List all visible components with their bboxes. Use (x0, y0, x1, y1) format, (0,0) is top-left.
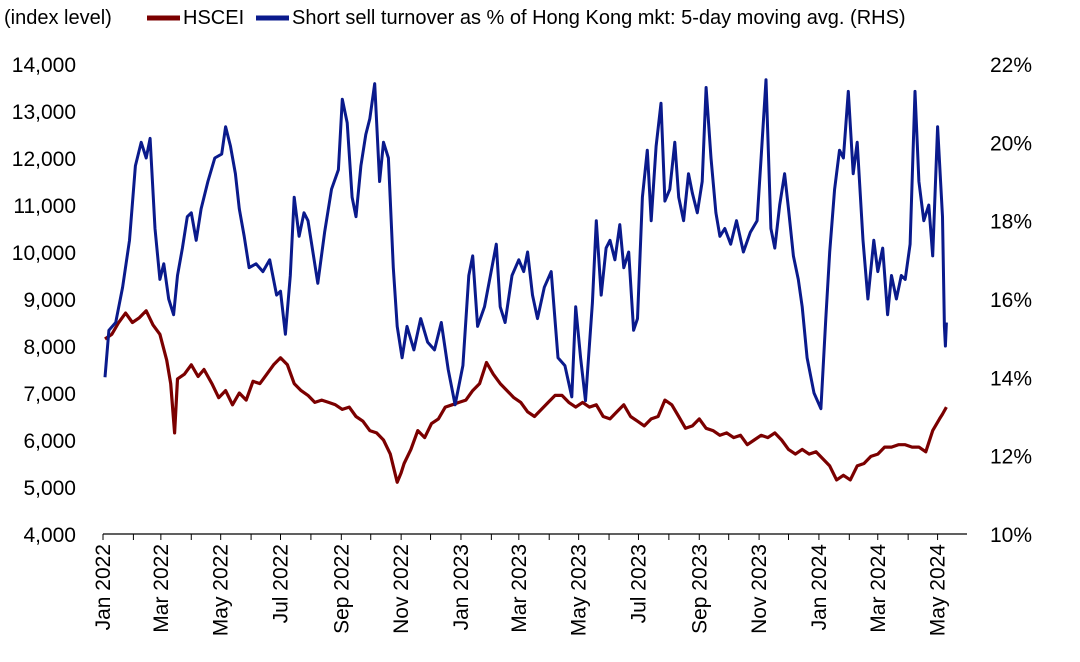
legend-label-short-sell: Short sell turnover as % of Hong Kong mk… (292, 7, 906, 29)
y-left-tick-label: 4,000 (23, 524, 76, 547)
y-left-tick-label: 10,000 (12, 242, 76, 265)
plot-area (103, 78, 948, 484)
x-tick-label: Nov 2023 (748, 544, 771, 634)
x-tick-label: May 2022 (210, 544, 233, 636)
y-left-tick-label: 7,000 (23, 383, 76, 406)
x-tick-label: Jul 2022 (270, 544, 293, 623)
y-right-tick-label: 18% (990, 211, 1032, 234)
legend-label-hscei: HSCEI (183, 7, 244, 29)
y-left-tick-label: 14,000 (12, 54, 76, 77)
x-tick-label: Jul 2023 (627, 544, 650, 623)
y-right-tick-label: 22% (990, 54, 1032, 77)
x-tick-label: Nov 2022 (390, 544, 413, 634)
series-line-short-sell (103, 78, 948, 411)
y-right-tick-label: 14% (990, 367, 1032, 390)
x-tick-label: Mar 2022 (150, 544, 173, 633)
y-left-tick-label: 13,000 (12, 101, 76, 124)
x-tick-label: Mar 2024 (867, 544, 890, 633)
x-tick-label: May 2024 (927, 544, 950, 637)
series-line-hscei (104, 309, 948, 484)
header-label: (index level) (4, 7, 112, 29)
y-left-tick-label: 9,000 (23, 289, 76, 312)
y-right-tick-label: 10% (990, 524, 1032, 547)
y-right-tick-label: 16% (990, 289, 1032, 312)
right-axis: 10% 12% 14% 16% 18% 20% 22% (990, 54, 1032, 547)
y-left-tick-label: 6,000 (23, 430, 76, 453)
x-tick-label: May 2023 (568, 544, 591, 636)
left-axis: 4,000 5,000 6,000 7,000 8,000 9,000 10,000 11,0… (12, 54, 76, 547)
y-left-tick-label: 8,000 (23, 336, 76, 359)
x-tick-label: Jan 2022 (92, 544, 115, 630)
x-axis: Jan 2022 Mar 2022 May 2022 Jul 2022 Sep 2022… (92, 534, 950, 636)
y-left-tick-label: 5,000 (23, 477, 76, 500)
y-right-tick-label: 12% (990, 446, 1032, 469)
x-tick-label: Sep 2022 (330, 544, 353, 634)
y-left-tick-label: 12,000 (12, 148, 76, 171)
y-right-tick-label: 20% (990, 132, 1032, 155)
legend: (index level) HSCEI Short sell turnover … (4, 7, 906, 29)
x-tick-label: Jan 2024 (808, 544, 831, 631)
x-tick-label: Jan 2023 (450, 544, 473, 630)
y-left-tick-label: 11,000 (13, 195, 76, 218)
x-tick-label: Sep 2023 (688, 544, 711, 634)
x-tick-label: Mar 2023 (508, 544, 531, 633)
